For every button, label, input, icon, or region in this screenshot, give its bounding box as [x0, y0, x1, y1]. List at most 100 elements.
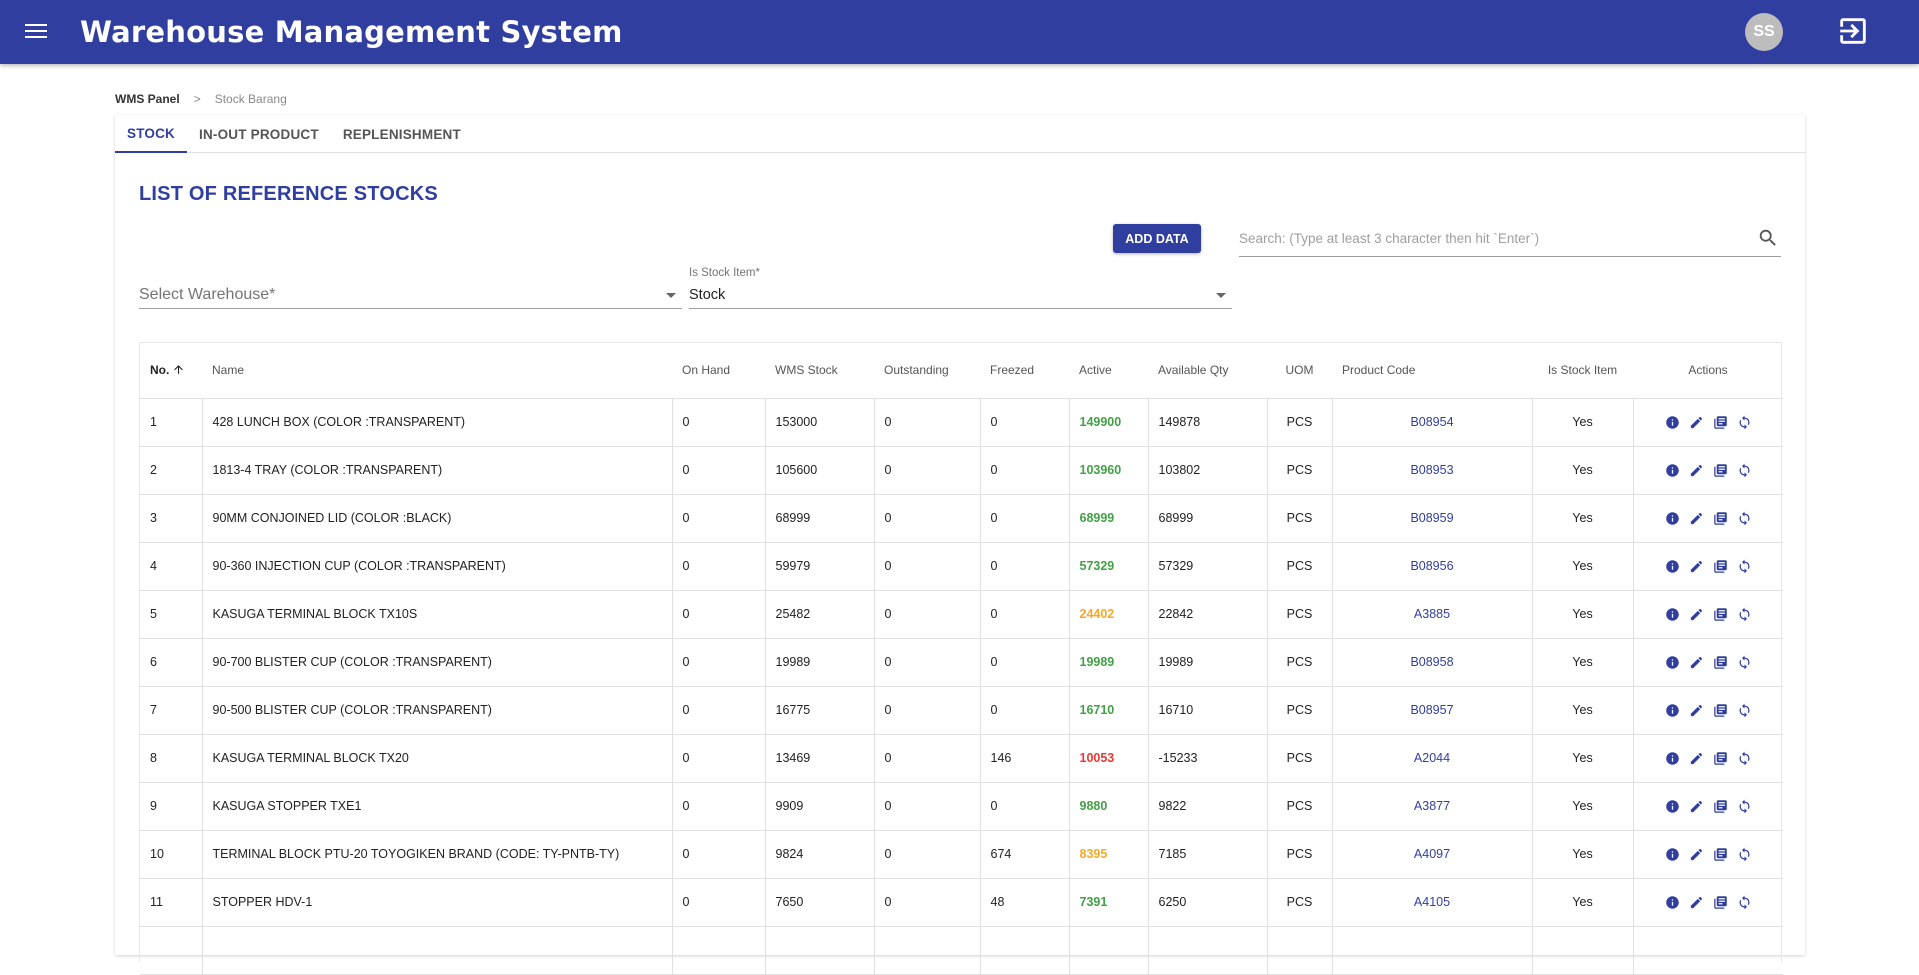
column-header-label: Actions: [1688, 363, 1728, 378]
library-books-icon[interactable]: [1713, 463, 1728, 478]
sync-icon[interactable]: [1737, 607, 1752, 622]
cell-available-qty: 19989: [1148, 638, 1268, 687]
info-icon[interactable]: [1665, 799, 1680, 814]
sort-ascending-icon[interactable]: [172, 363, 185, 376]
edit-icon[interactable]: [1689, 751, 1704, 766]
app-bar: Warehouse Management System SS: [0, 0, 1919, 64]
cell-outstanding: [874, 926, 981, 975]
library-books-icon[interactable]: [1713, 655, 1728, 670]
search-icon[interactable]: [1757, 227, 1779, 249]
cell-name: [202, 926, 673, 975]
tab-in-out-product[interactable]: IN-OUT PRODUCT: [199, 126, 319, 142]
tab-stock[interactable]: STOCK: [115, 115, 188, 153]
cell-active: 57329: [1069, 542, 1149, 591]
library-books-icon[interactable]: [1713, 415, 1728, 430]
stock-item-select[interactable]: Is Stock Item* Stock: [689, 267, 1232, 309]
library-books-icon[interactable]: [1713, 847, 1728, 862]
info-icon[interactable]: [1665, 751, 1680, 766]
sync-icon[interactable]: [1737, 463, 1752, 478]
product-code-link[interactable]: A3885: [1332, 590, 1533, 639]
column-header-product-code: Product Code: [1332, 343, 1532, 399]
cell-available-qty: 7185: [1148, 830, 1268, 879]
info-icon[interactable]: [1665, 607, 1680, 622]
library-books-icon[interactable]: [1713, 751, 1728, 766]
product-code-link[interactable]: B08956: [1332, 542, 1533, 591]
cell-available-qty: -15233: [1148, 734, 1268, 783]
info-icon[interactable]: [1665, 559, 1680, 574]
library-books-icon[interactable]: [1713, 703, 1728, 718]
cell-name: 90-500 BLISTER CUP (COLOR :TRANSPARENT): [202, 686, 673, 735]
breadcrumb-root-link[interactable]: WMS Panel: [115, 92, 180, 106]
edit-icon[interactable]: [1689, 847, 1704, 862]
cell-on-hand: 0: [672, 398, 766, 447]
search-input[interactable]: [1239, 227, 1739, 249]
sync-icon[interactable]: [1737, 703, 1752, 718]
cell-is-stock-item: Yes: [1532, 830, 1634, 879]
edit-icon[interactable]: [1689, 463, 1704, 478]
cell-name: KASUGA TERMINAL BLOCK TX20: [202, 734, 673, 783]
product-code-link[interactable]: A4105: [1332, 878, 1533, 927]
library-books-icon[interactable]: [1713, 799, 1728, 814]
product-code-link[interactable]: A3877: [1332, 782, 1533, 831]
column-header-name: Name: [202, 343, 672, 399]
sync-icon[interactable]: [1737, 751, 1752, 766]
edit-icon[interactable]: [1689, 655, 1704, 670]
app-title: Warehouse Management System: [80, 15, 623, 49]
cell-on-hand: 0: [672, 782, 766, 831]
cell-name: 90-700 BLISTER CUP (COLOR :TRANSPARENT): [202, 638, 673, 687]
sync-icon[interactable]: [1737, 559, 1752, 574]
edit-icon[interactable]: [1689, 511, 1704, 526]
info-icon[interactable]: [1665, 415, 1680, 430]
product-code-link[interactable]: B08957: [1332, 686, 1533, 735]
tab-replenishment[interactable]: REPLENISHMENT: [342, 126, 461, 142]
edit-icon[interactable]: [1689, 559, 1704, 574]
logout-icon[interactable]: [1836, 14, 1870, 48]
sync-icon[interactable]: [1737, 799, 1752, 814]
edit-icon[interactable]: [1689, 703, 1704, 718]
info-icon[interactable]: [1665, 655, 1680, 670]
sync-icon[interactable]: [1737, 655, 1752, 670]
product-code-link[interactable]: [1332, 926, 1533, 975]
info-icon[interactable]: [1665, 703, 1680, 718]
product-code-link[interactable]: A4097: [1332, 830, 1533, 879]
edit-icon[interactable]: [1689, 799, 1704, 814]
stock-card: STOCK IN-OUT PRODUCT REPLENISHMENT LIST OF…: [115, 115, 1805, 975]
product-code-link[interactable]: B08959: [1332, 494, 1533, 543]
library-books-icon[interactable]: [1713, 511, 1728, 526]
warehouse-select[interactable]: Select Warehouse*: [139, 267, 682, 309]
row-actions: [1633, 542, 1783, 591]
cell-available-qty: 149878: [1148, 398, 1268, 447]
cell-freezed: 48: [980, 878, 1070, 927]
cell-outstanding: 0: [874, 734, 981, 783]
cell-is-stock-item: Yes: [1532, 686, 1634, 735]
info-icon[interactable]: [1665, 895, 1680, 910]
cell-on-hand: 0: [672, 686, 766, 735]
info-icon[interactable]: [1665, 463, 1680, 478]
sync-icon[interactable]: [1737, 895, 1752, 910]
sync-icon[interactable]: [1737, 415, 1752, 430]
product-code-link[interactable]: B08954: [1332, 398, 1533, 447]
library-books-icon[interactable]: [1713, 607, 1728, 622]
cell-uom: PCS: [1267, 878, 1333, 927]
page-title: LIST OF REFERENCE STOCKS: [139, 183, 438, 205]
row-actions: [1633, 878, 1783, 927]
sync-icon[interactable]: [1737, 847, 1752, 862]
product-code-link[interactable]: A2044: [1332, 734, 1533, 783]
hamburger-menu-icon[interactable]: [22, 20, 50, 44]
product-code-link[interactable]: B08953: [1332, 446, 1533, 495]
edit-icon[interactable]: [1689, 415, 1704, 430]
column-header-label: Product Code: [1342, 363, 1416, 378]
column-header-no[interactable]: No.: [140, 343, 202, 399]
edit-icon[interactable]: [1689, 607, 1704, 622]
add-data-button[interactable]: ADD DATA: [1113, 224, 1201, 253]
info-icon[interactable]: [1665, 847, 1680, 862]
library-books-icon[interactable]: [1713, 895, 1728, 910]
library-books-icon[interactable]: [1713, 559, 1728, 574]
cell-no: 5: [140, 590, 203, 639]
avatar[interactable]: SS: [1745, 13, 1783, 51]
sync-icon[interactable]: [1737, 511, 1752, 526]
edit-icon[interactable]: [1689, 895, 1704, 910]
info-icon[interactable]: [1665, 511, 1680, 526]
product-code-link[interactable]: B08958: [1332, 638, 1533, 687]
column-header-label: Outstanding: [884, 363, 949, 378]
